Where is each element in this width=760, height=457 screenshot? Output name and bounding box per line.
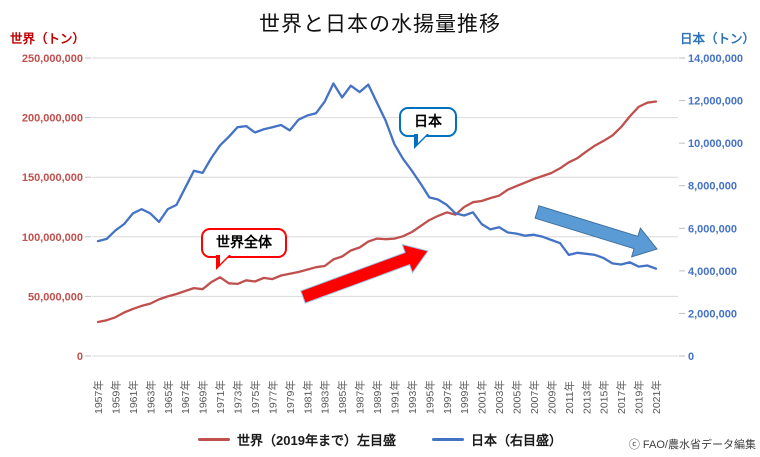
left-axis-ticks: 250,000,000 200,000,000 150,000,000 100,000…	[22, 53, 91, 363]
svg-text:1993年: 1993年	[406, 380, 419, 414]
svg-text:2011年: 2011年	[563, 381, 576, 414]
svg-text:1999年: 1999年	[458, 380, 471, 414]
svg-text:2003年: 2003年	[493, 380, 506, 414]
svg-text:1975年: 1975年	[249, 380, 262, 414]
left-axis-title: 世界（トン）	[10, 32, 86, 46]
svg-text:1985年: 1985年	[336, 380, 349, 414]
svg-text:1979年: 1979年	[284, 380, 297, 414]
world-series-line	[96, 100, 658, 324]
callout-japan-label: 日本	[414, 113, 442, 129]
svg-text:0: 0	[688, 351, 694, 363]
x-axis-labels: 1957年 1959年 1961年 1963年 1965年 1967年 1969年 1971年…	[92, 380, 663, 414]
gridlines	[92, 57, 678, 357]
svg-text:150,000,000: 150,000,000	[22, 172, 83, 184]
svg-text:12,000,000: 12,000,000	[688, 96, 743, 108]
chart-title: 世界と日本の水揚量推移	[259, 13, 501, 36]
world-up-arrow	[300, 243, 429, 304]
callout-world-label: 世界全体	[216, 234, 272, 250]
svg-text:2005年: 2005年	[511, 380, 524, 414]
right-axis-title: 日本（トン）	[679, 32, 755, 46]
svg-text:1983年: 1983年	[319, 380, 332, 414]
svg-text:1959年: 1959年	[109, 380, 122, 414]
legend-swatch-japan	[431, 437, 464, 442]
svg-text:1963年: 1963年	[144, 380, 157, 414]
svg-text:1977年: 1977年	[266, 380, 279, 414]
svg-text:1965年: 1965年	[162, 380, 175, 414]
legend-swatch-world	[198, 437, 231, 442]
callout-world: 世界全体	[201, 228, 287, 269]
japan-series-line	[96, 82, 658, 270]
right-axis-ticks: 14,000,000 12,000,000 10,000,000 8,000,000 6…	[679, 53, 743, 363]
svg-text:1981年: 1981年	[301, 380, 314, 414]
svg-text:6,000,000: 6,000,000	[688, 223, 737, 235]
legend: 世界（2019年まで）左目盛 日本（右目盛）	[0, 430, 760, 449]
svg-text:2021年: 2021年	[650, 380, 663, 414]
svg-text:1957年: 1957年	[92, 380, 105, 414]
svg-text:14,000,000: 14,000,000	[688, 53, 743, 65]
svg-text:1991年: 1991年	[388, 380, 401, 414]
svg-text:1961年: 1961年	[127, 380, 140, 414]
svg-text:1969年: 1969年	[197, 380, 210, 414]
svg-text:1997年: 1997年	[441, 380, 454, 414]
svg-text:250,000,000: 250,000,000	[22, 53, 83, 65]
svg-text:1973年: 1973年	[232, 380, 245, 414]
svg-text:2019年: 2019年	[633, 380, 646, 414]
svg-text:4,000,000: 4,000,000	[688, 266, 737, 278]
svg-text:100,000,000: 100,000,000	[22, 232, 83, 244]
svg-text:1995年: 1995年	[423, 380, 436, 414]
svg-text:2009年: 2009年	[545, 380, 558, 414]
svg-text:1971年: 1971年	[214, 380, 227, 414]
legend-label-japan: 日本（右目盛）	[470, 433, 562, 448]
svg-text:1967年: 1967年	[179, 380, 192, 414]
legend-item-world: 世界（2019年まで）左目盛	[198, 430, 396, 449]
callout-japan: 日本	[399, 107, 457, 148]
svg-text:1987年: 1987年	[354, 380, 367, 414]
svg-text:50,000,000: 50,000,000	[28, 291, 83, 303]
legend-label-world: 世界（2019年まで）左目盛	[237, 433, 396, 448]
credit-text: ⓒ FAO/農水省データ編集	[628, 439, 756, 451]
svg-text:2,000,000: 2,000,000	[688, 308, 737, 320]
svg-text:2013年: 2013年	[580, 380, 593, 414]
svg-text:10,000,000: 10,000,000	[688, 138, 743, 150]
svg-text:2017年: 2017年	[615, 380, 628, 414]
svg-text:2007年: 2007年	[528, 380, 541, 414]
svg-text:0: 0	[77, 351, 83, 363]
svg-text:1989年: 1989年	[371, 380, 384, 414]
legend-item-japan: 日本（右目盛）	[431, 430, 562, 449]
svg-text:8,000,000: 8,000,000	[688, 181, 737, 193]
japan-down-arrow	[534, 205, 658, 258]
svg-text:2001年: 2001年	[476, 380, 489, 414]
svg-text:200,000,000: 200,000,000	[22, 113, 83, 125]
svg-text:2015年: 2015年	[598, 380, 611, 414]
